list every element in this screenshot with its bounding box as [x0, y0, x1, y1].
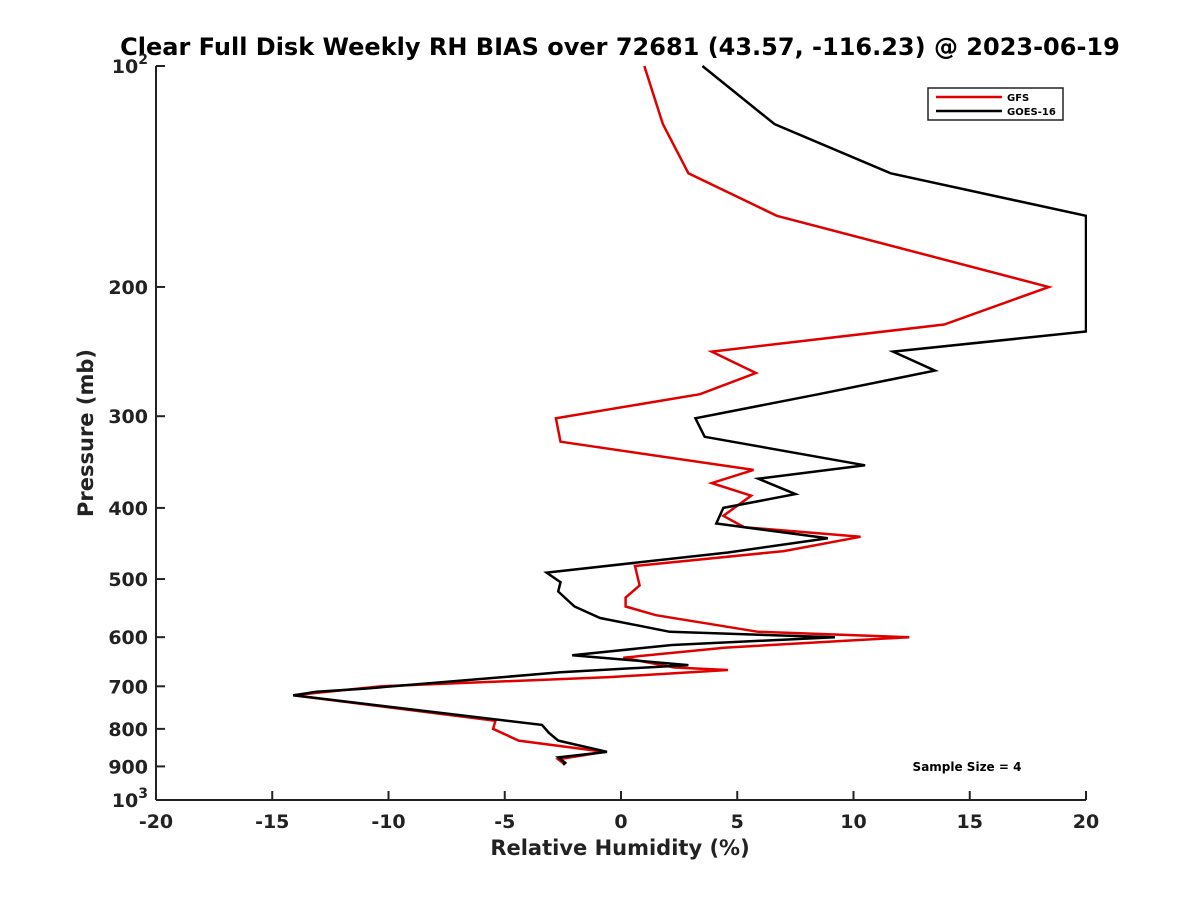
series-line-gfs — [293, 65, 1054, 766]
x-tick-label: 0 — [614, 811, 627, 833]
legend: GFS GOES-16 — [927, 87, 1064, 121]
chart-title: Clear Full Disk Weekly RH BIAS over 7268… — [120, 33, 1120, 61]
x-tick-label: -20 — [139, 811, 173, 833]
legend-box — [927, 87, 1064, 121]
x-tick-label: -5 — [494, 811, 515, 833]
x-axis-label: Relative Humidity (%) — [490, 836, 749, 860]
y-tick-label: 900 — [108, 756, 148, 778]
sample-size-annotation: Sample Size = 4 — [913, 760, 1022, 774]
x-tick-label: 5 — [731, 811, 744, 833]
legend-entry: GFS — [1007, 93, 1029, 104]
x-tick-label: -10 — [371, 811, 405, 833]
y-tick-label: 800 — [108, 719, 148, 741]
y-axis-ticks: 102 200 300 400 500 600 700 800 900 103 — [108, 52, 165, 812]
y-tick-label: 103 — [112, 786, 148, 812]
y-tick-label: 500 — [108, 569, 148, 591]
x-tick-label: 10 — [840, 811, 866, 833]
x-tick-label: 20 — [1073, 811, 1099, 833]
y-tick-label: 102 — [112, 52, 148, 78]
y-tick-label: 700 — [108, 676, 148, 698]
y-axis-label: Pressure (mb) — [74, 349, 98, 517]
x-tick-label: 15 — [957, 811, 983, 833]
legend-entry: GOES-16 — [1007, 107, 1056, 118]
plot-area — [293, 65, 1087, 766]
x-axis-ticks: -20 -15 -10 -5 0 5 10 15 20 — [139, 791, 1099, 833]
series-line-goes-16 — [293, 65, 1087, 766]
y-tick-label: 200 — [108, 277, 148, 299]
y-tick-label: 300 — [108, 406, 148, 428]
y-tick-label: 400 — [108, 498, 148, 520]
axes — [155, 66, 1086, 801]
x-tick-label: -15 — [255, 811, 289, 833]
y-tick-label: 600 — [108, 627, 148, 649]
